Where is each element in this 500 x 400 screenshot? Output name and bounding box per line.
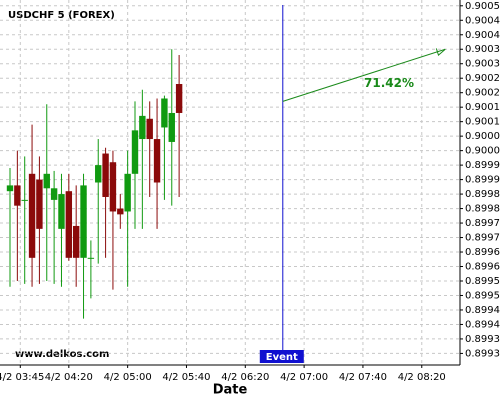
forecast-arrow bbox=[282, 48, 446, 102]
candle-body bbox=[117, 208, 124, 215]
candle-body bbox=[65, 191, 73, 258]
candle-body bbox=[21, 199, 28, 201]
event-label: Event bbox=[266, 352, 298, 363]
y-tick-label: 0.9003 bbox=[465, 59, 500, 70]
candle-body bbox=[87, 257, 95, 259]
y-tick-label: 0.8996 bbox=[465, 247, 500, 258]
x-tick-label: 4/2 07:00 bbox=[280, 372, 328, 383]
candle-body bbox=[124, 173, 131, 212]
x-tick-label: 4/2 05:40 bbox=[162, 372, 210, 383]
y-tick-label: 0.9000 bbox=[465, 131, 500, 142]
x-tick-label: 4/2 07:40 bbox=[339, 372, 387, 383]
y-tick-label: 0.9004 bbox=[465, 15, 500, 26]
y-tick-label: 0.9002 bbox=[465, 88, 500, 99]
y-tick-label: 0.8993 bbox=[465, 348, 500, 359]
y-tick-label: 0.8993 bbox=[465, 334, 500, 345]
x-axis-label: Date bbox=[213, 383, 248, 398]
y-tick-label: 0.9003 bbox=[465, 44, 500, 55]
x-tick-label: 4/2 06:20 bbox=[221, 372, 269, 383]
y-tick-label: 0.8997 bbox=[465, 233, 500, 244]
forecast-label: 71.42% bbox=[364, 76, 414, 90]
arrow-head bbox=[435, 48, 446, 56]
y-tick-label: 0.9004 bbox=[465, 30, 500, 41]
candle-body bbox=[175, 84, 183, 113]
y-tick-label: 0.8996 bbox=[465, 262, 500, 273]
y-tick-label: 0.8997 bbox=[465, 218, 500, 229]
y-tick-label: 0.8999 bbox=[465, 160, 500, 171]
candle-body bbox=[6, 185, 14, 192]
x-tick-label: 4/2 05:00 bbox=[104, 372, 152, 383]
x-tick-label: 4/2 08:20 bbox=[398, 372, 446, 383]
candle-body bbox=[102, 153, 109, 197]
y-tick-label: 0.8999 bbox=[465, 175, 500, 186]
y-tick-label: 0.9001 bbox=[465, 117, 500, 128]
chart-title: USDCHF 5 (FOREX) bbox=[8, 10, 115, 21]
y-tick-label: 0.8994 bbox=[465, 319, 500, 330]
candle-body bbox=[153, 139, 161, 183]
y-tick-label: 0.9002 bbox=[465, 73, 500, 84]
y-tick-label: 0.8995 bbox=[465, 290, 500, 301]
candle-body bbox=[28, 173, 36, 258]
event-label-box bbox=[259, 350, 304, 363]
y-tick-label: 0.8998 bbox=[465, 204, 500, 215]
candle-body bbox=[72, 225, 80, 258]
candle-body bbox=[168, 112, 175, 142]
y-tick-label: 0.8995 bbox=[465, 276, 500, 287]
candle-body bbox=[131, 130, 139, 174]
candle-body bbox=[109, 162, 117, 212]
x-tick-label: 4/2 04:20 bbox=[45, 372, 93, 383]
candle-body bbox=[50, 188, 58, 200]
watermark: www.delkos.com bbox=[15, 349, 109, 360]
x-tick-label: 4/2 03:45 bbox=[0, 372, 44, 383]
candle-body bbox=[58, 194, 65, 229]
candle-body bbox=[43, 173, 50, 189]
y-tick-label: 0.9001 bbox=[465, 102, 500, 113]
candle-body bbox=[80, 185, 87, 258]
candle-body bbox=[146, 118, 153, 140]
candle-body bbox=[139, 115, 146, 140]
y-tick-label: 0.9000 bbox=[465, 146, 500, 157]
y-tick-label: 0.8994 bbox=[465, 305, 500, 316]
candle-body bbox=[95, 165, 102, 183]
y-tick-label: 0.8998 bbox=[465, 189, 500, 200]
candle-body bbox=[14, 185, 21, 206]
candle-body bbox=[36, 179, 43, 229]
candle-body bbox=[161, 98, 168, 128]
y-tick-label: 0.9005 bbox=[465, 1, 500, 12]
